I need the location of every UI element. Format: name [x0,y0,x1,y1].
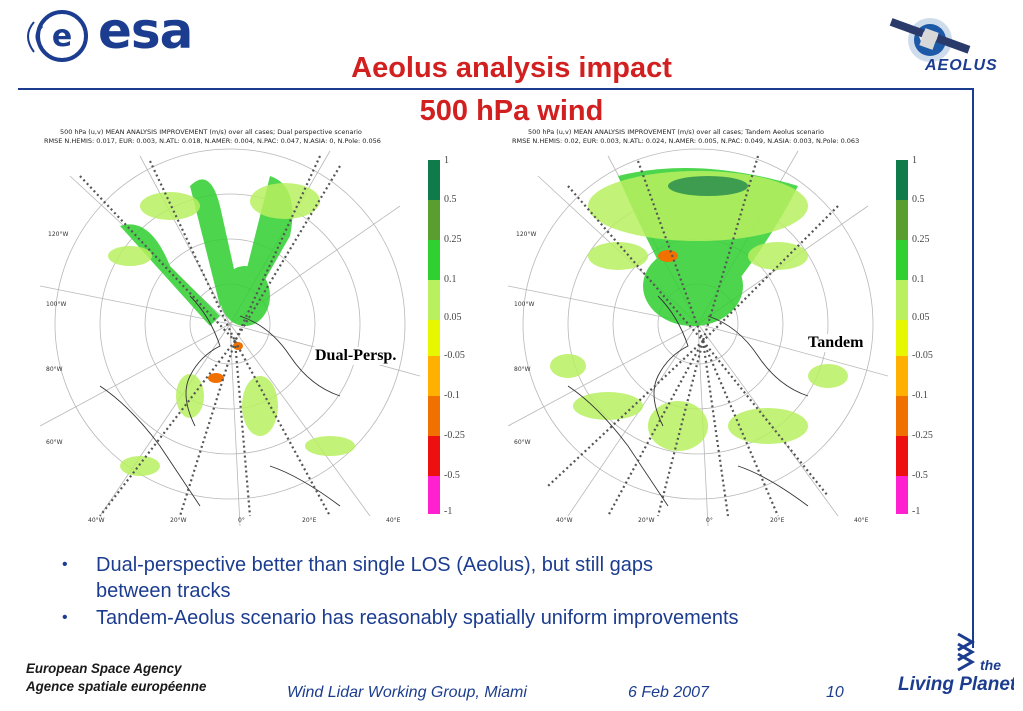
map-caption-title: 500 hPa (u,v) MEAN ANALYSIS IMPROVEMENT … [60,128,362,136]
colorbar-segment [428,396,440,436]
colorbar-segment [896,320,908,356]
living-planet-logo: the Living Planet [896,628,1017,706]
colorbar-left: 1 0.5 0.25 0.1 0.05 -0.05 -0.1 -0.25 -0.… [428,155,465,517]
colorbar-segment [428,436,440,476]
colorbar-label: 1 [912,155,917,166]
lon-label: 40°E [854,517,869,524]
lon-label: 0° [238,517,245,524]
esa-wordmark: esa [98,2,193,60]
esa-globe-icon: e [27,10,88,62]
bullet-item: • Tandem-Aeolus scenario has reasonably … [62,605,962,631]
lon-label: 60°W [46,439,63,446]
lon-label: 80°W [46,366,63,373]
lon-label: 100°W [514,301,534,308]
colorbar-label: -0.05 [444,350,465,361]
slide-title: Aeolus analysis impact [351,52,672,84]
colorbar-label: -1 [444,506,453,517]
living-planet-icon: the Living Planet [898,632,1017,695]
bullet-dot-icon: • [62,609,68,626]
right-divider [972,88,974,648]
lon-label: 20°W [170,517,187,524]
colorbar-label: -0.05 [912,350,933,361]
colorbar-label: -0.1 [444,390,460,401]
footer-group: Wind Lidar Working Group, Miami [287,684,527,701]
map-caption-rmse: RMSE N.HEMIS: 0.02, EUR: 0.003, N.ATL: 0… [512,137,860,145]
colorbar-segment [896,476,908,514]
colorbar-segment [896,160,908,200]
bullet-text: Dual-perspective better than single LOS … [96,554,653,576]
svg-text:e: e [52,19,72,54]
colorbar-segment [428,200,440,240]
colorbar-label: -0.5 [444,470,460,481]
colorbar-segment [896,240,908,280]
map-panel-tandem: 500 hPa (u,v) MEAN ANALYSIS IMPROVEMENT … [508,128,888,528]
polar-map-tandem: 120°W 100°W 80°W 60°W 40°W 20°W 0° 20°E … [508,148,888,526]
page-number: 10 [826,684,844,701]
lon-label: 120°W [516,231,536,238]
living-planet-text: Living Planet [898,674,1014,695]
colorbar-label: 0.25 [912,234,930,245]
colorbar-label: 0.25 [444,234,462,245]
lon-label: 40°W [88,517,105,524]
aeolus-wordmark: AEOLUS [925,57,998,74]
bullet-list: • Dual-perspective better than single LO… [62,552,962,632]
colorbar-label: 0.5 [912,194,925,205]
lon-label: 0° [706,517,713,524]
colorbar-label: 0.05 [912,312,930,323]
colorbar-segment [428,240,440,280]
colorbar-segment [896,200,908,240]
colorbar-label: 0.05 [444,312,462,323]
colorbar-segment [428,320,440,356]
lon-label: 120°W [48,231,68,238]
colorbar-label: -0.5 [912,470,928,481]
colorbar-segment [428,356,440,396]
footer-date: 6 Feb 2007 [628,684,709,701]
slide-subtitle: 500 hPa wind [419,95,604,127]
colorbar-label: -0.25 [444,430,465,441]
colorbar-label: 1 [444,155,449,166]
lon-label: 100°W [46,301,66,308]
lon-label: 60°W [514,439,531,446]
colorbar-right: 1 0.5 0.25 0.1 0.05 -0.05 -0.1 -0.25 -0.… [896,155,933,517]
bullet-dot-icon: • [62,556,68,573]
colorbar-segment [896,356,908,396]
polar-map-dual: 120°W 100°W 80°W 60°W 40°W 20°W 0° 20°E … [40,148,420,526]
header-divider [18,88,973,90]
colorbar-segment [428,476,440,514]
colorbar-label: 0.1 [444,274,457,285]
colorbar-label: -0.1 [912,390,928,401]
lon-label: 80°W [514,366,531,373]
bullet-item: • Dual-perspective better than single LO… [62,552,962,604]
map-panel-dual: 500 hPa (u,v) MEAN ANALYSIS IMPROVEMENT … [40,128,420,528]
lon-label: 20°W [638,517,655,524]
bullet-text-continued: between tracks [96,580,231,602]
esa-logo: e [22,6,212,64]
map-caption-title: 500 hPa (u,v) MEAN ANALYSIS IMPROVEMENT … [528,128,824,136]
aeolus-logo [888,10,1013,86]
satellite-icon [889,18,971,62]
colorbar-label: -1 [912,506,921,517]
colorbar-segment [896,280,908,320]
agency-name-fr: Agence spatiale européenne [26,678,207,694]
lon-label: 20°E [770,517,785,524]
colorbar-segment [428,280,440,320]
colorbar-label: 0.1 [912,274,925,285]
lon-label: 40°E [386,517,401,524]
colorbar-label: -0.25 [912,430,933,441]
colorbar-label: 0.5 [444,194,457,205]
lon-label: 20°E [302,517,317,524]
lon-label: 40°W [556,517,573,524]
colorbar-segment [896,436,908,476]
bullet-text: Tandem-Aeolus scenario has reasonably sp… [96,607,739,629]
agency-name-en: European Space Agency [26,660,182,676]
colorbar-segment [428,160,440,200]
living-planet-the: the [980,657,1001,673]
panel-label-dual: Dual-Persp. [313,347,399,365]
panel-label-tandem: Tandem [806,334,866,352]
map-caption-rmse: RMSE N.HEMIS: 0.017, EUR: 0.003, N.ATL: … [44,137,381,145]
colorbar-segment [896,396,908,436]
